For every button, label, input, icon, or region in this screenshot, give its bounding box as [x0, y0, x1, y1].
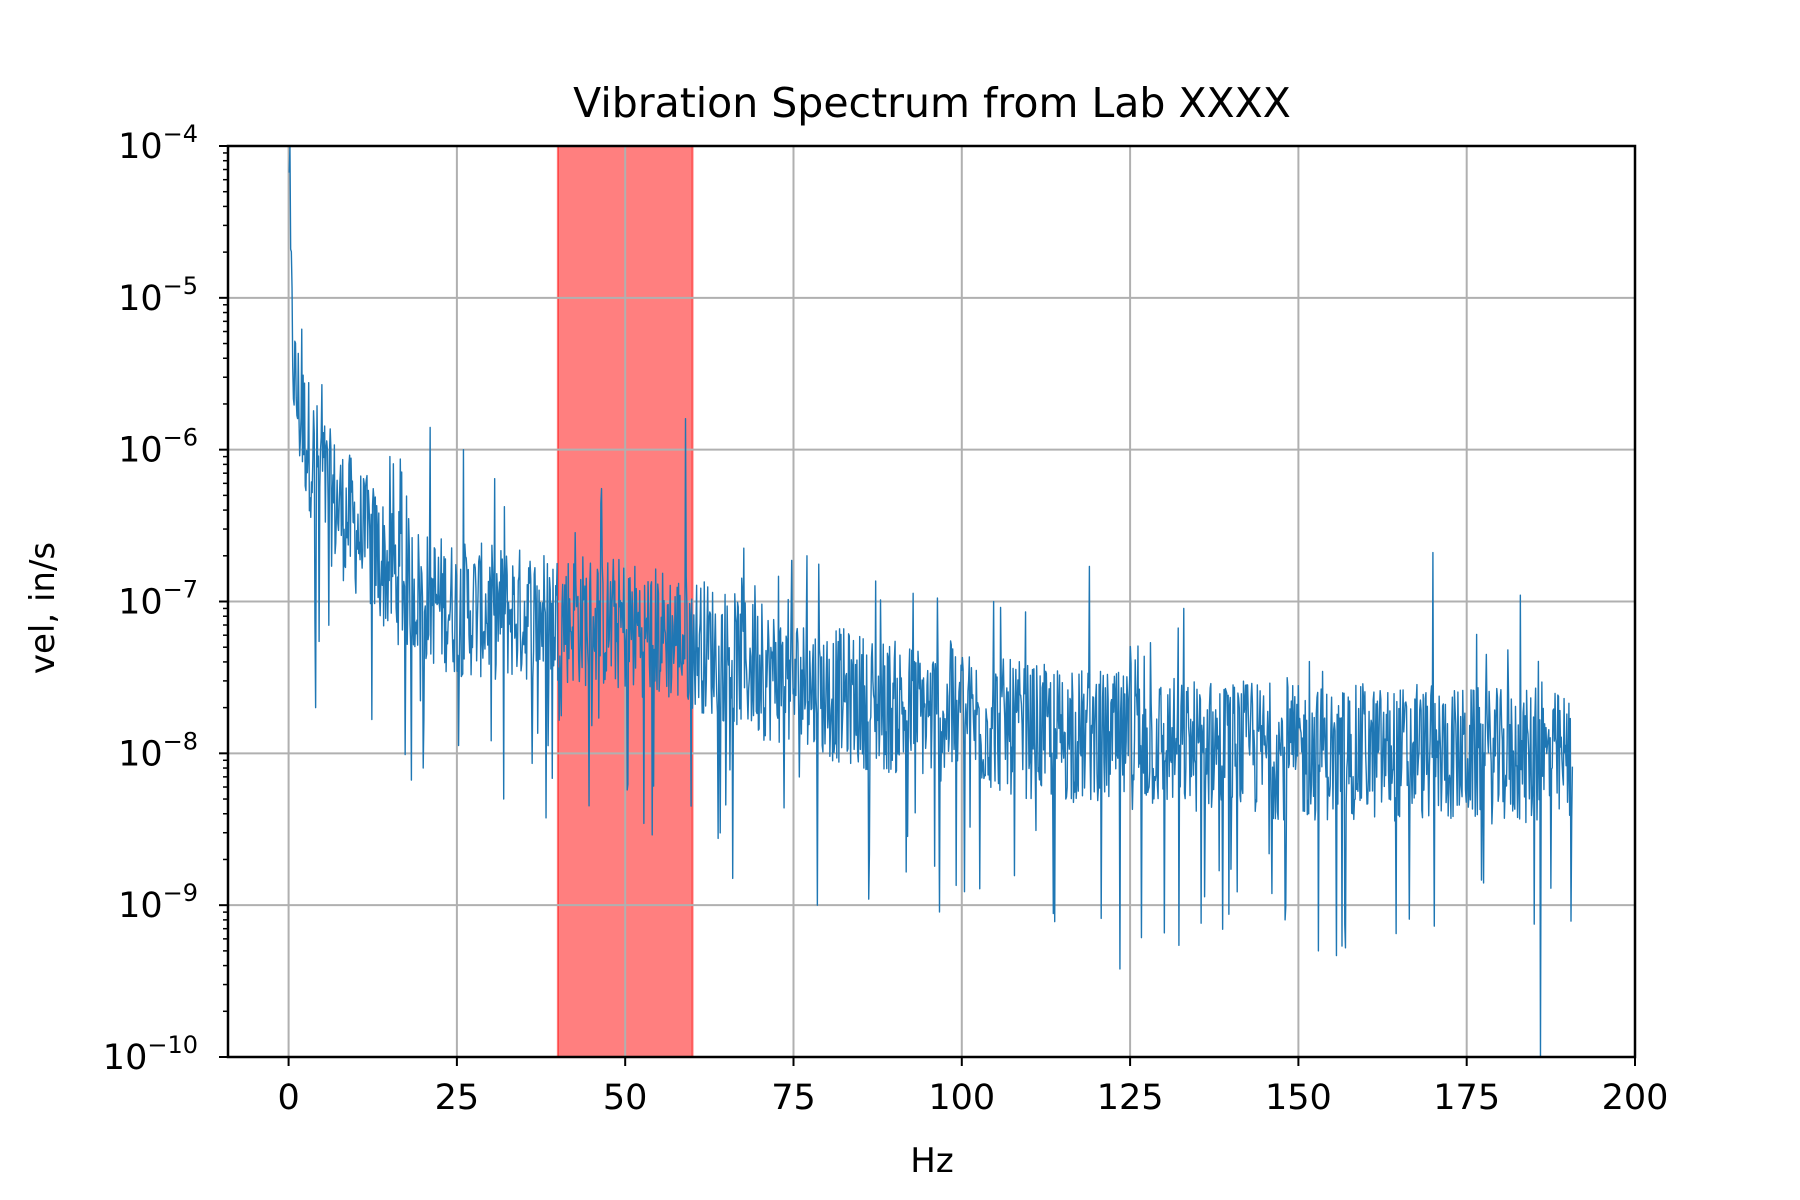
x-tick-label: 50	[603, 1078, 648, 1118]
y-tick-label: 10−7	[118, 576, 198, 623]
x-tick-label: 175	[1433, 1078, 1500, 1118]
x-tick-label: 150	[1265, 1078, 1332, 1118]
y-tick-label: 10−5	[118, 272, 198, 319]
plot-area: 0 25 50 75 100 125 150 175 200 10−4 10−5 10−6 10−7 10…	[103, 120, 1669, 1118]
y-tick-label: 10−4	[118, 120, 198, 167]
chart-title: Vibration Spectrum from Lab XXXX	[573, 79, 1291, 127]
x-tick-label: 25	[435, 1078, 480, 1118]
y-tick-label: 10−8	[118, 727, 198, 774]
y-tick-label: 10−10	[103, 1031, 198, 1078]
x-tick-label: 200	[1602, 1078, 1669, 1118]
y-tick-label: 10−9	[118, 879, 198, 926]
spectrum-line	[288, 145, 1574, 1058]
x-tick-label: 125	[1097, 1078, 1164, 1118]
x-tick-label: 75	[771, 1078, 816, 1118]
x-tick-label: 100	[928, 1078, 995, 1118]
y-tick-label: 10−6	[118, 424, 198, 471]
y-axis-label: vel, in/s	[23, 542, 63, 674]
x-axis-label: Hz	[910, 1141, 953, 1181]
x-tick-label: 0	[277, 1078, 299, 1118]
